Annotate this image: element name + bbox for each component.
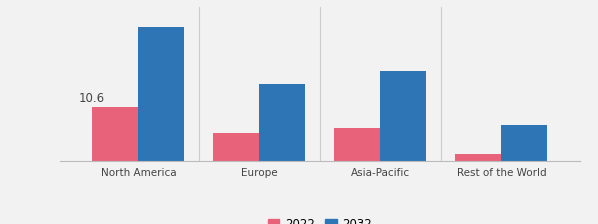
- Bar: [334, 128, 380, 161]
- Bar: [380, 71, 426, 161]
- Y-axis label: MARKET SIZE IN USD BN: MARKET SIZE IN USD BN: [0, 29, 5, 139]
- Bar: [93, 107, 139, 161]
- Bar: [260, 84, 306, 161]
- Text: 10.6: 10.6: [79, 92, 105, 105]
- Bar: [456, 154, 501, 161]
- Bar: [139, 27, 184, 161]
- Bar: [213, 133, 260, 161]
- Bar: [501, 125, 547, 161]
- Legend: 2022, 2032: 2022, 2032: [263, 213, 377, 224]
